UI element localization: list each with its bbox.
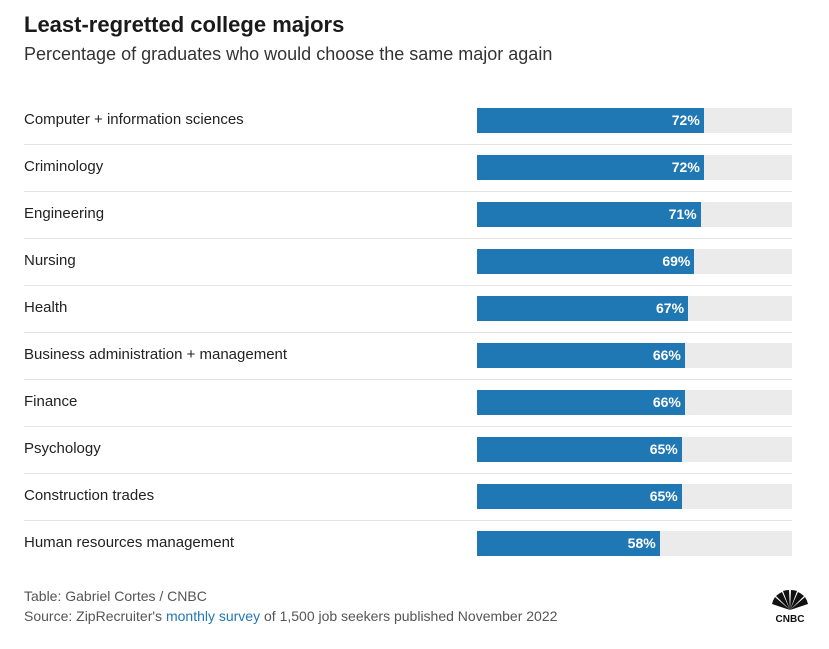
bar: 65% xyxy=(477,484,682,509)
source-link[interactable]: monthly survey xyxy=(165,608,261,624)
bar-track: 67% xyxy=(477,296,792,321)
category-label: Finance xyxy=(24,393,78,410)
bar-track: 58% xyxy=(477,531,792,556)
chart-row: Computer + information sciences 72% xyxy=(24,98,792,145)
bar-track: 65% xyxy=(477,437,792,462)
bar-value-label: 58% xyxy=(627,535,656,551)
bar-track: 69% xyxy=(477,249,792,274)
bar-track: 66% xyxy=(477,343,792,368)
bar: 58% xyxy=(477,531,660,556)
chart-row: Human resources management 58% xyxy=(24,521,792,567)
category-label: Health xyxy=(24,299,68,316)
credit-text: Table: Gabriel Cortes / CNBC xyxy=(24,588,207,604)
category-label: Psychology xyxy=(24,440,101,457)
category-label: Nursing xyxy=(24,252,76,269)
chart-subtitle: Percentage of graduates who would choose… xyxy=(24,44,553,64)
chart-title: Least-regretted college majors xyxy=(24,12,345,37)
bar-value-label: 67% xyxy=(656,300,685,316)
bar: 71% xyxy=(477,202,701,227)
source-suffix: of 1,500 job seekers published November … xyxy=(264,608,558,624)
bar-value-label: 65% xyxy=(649,488,678,504)
bar: 66% xyxy=(477,390,685,415)
bar-value-label: 65% xyxy=(649,441,678,457)
chart-row: Nursing 69% xyxy=(24,239,792,286)
cnbc-logo-text: CNBC xyxy=(776,614,805,624)
chart-row: Psychology 65% xyxy=(24,427,792,474)
bar: 72% xyxy=(477,108,704,133)
category-label: Business administration + management xyxy=(24,346,288,363)
bar-value-label: 66% xyxy=(652,347,681,363)
bar-value-label: 72% xyxy=(671,112,700,128)
bar: 69% xyxy=(477,249,695,274)
category-label: Criminology xyxy=(24,158,104,175)
bar: 67% xyxy=(477,296,689,321)
bar-track: 66% xyxy=(477,390,792,415)
source-prefix: Source: ZipRecruiter's xyxy=(24,608,163,624)
bar-track: 71% xyxy=(477,202,792,227)
bar: 65% xyxy=(477,437,682,462)
category-label: Computer + information sciences xyxy=(24,111,244,128)
category-label: Engineering xyxy=(24,205,105,222)
footer: Table: Gabriel Cortes / CNBC Source: Zip… xyxy=(24,586,557,626)
bar-value-label: 72% xyxy=(671,159,700,175)
bar-track: 65% xyxy=(477,484,792,509)
chart-row: Engineering 71% xyxy=(24,192,792,239)
bar: 66% xyxy=(477,343,685,368)
chart-row: Finance 66% xyxy=(24,380,792,427)
chart-row: Criminology 72% xyxy=(24,145,792,192)
bar-value-label: 71% xyxy=(668,206,697,222)
cnbc-peacock-icon: CNBC xyxy=(772,590,808,624)
bar-value-label: 69% xyxy=(662,253,691,269)
bar-value-label: 66% xyxy=(652,394,681,410)
chart-row: Construction trades 65% xyxy=(24,474,792,521)
bar: 72% xyxy=(477,155,704,180)
bar-track: 72% xyxy=(477,155,792,180)
category-label: Construction trades xyxy=(24,487,155,504)
bar-track: 72% xyxy=(477,108,792,133)
category-label: Human resources management xyxy=(24,534,235,551)
bar-chart: Computer + information sciences 72% Crimin… xyxy=(24,98,792,567)
source-line: Source: ZipRecruiter's monthly survey of… xyxy=(24,606,557,626)
chart-row: Business administration + management 66% xyxy=(24,333,792,380)
chart-row: Health 67% xyxy=(24,286,792,333)
